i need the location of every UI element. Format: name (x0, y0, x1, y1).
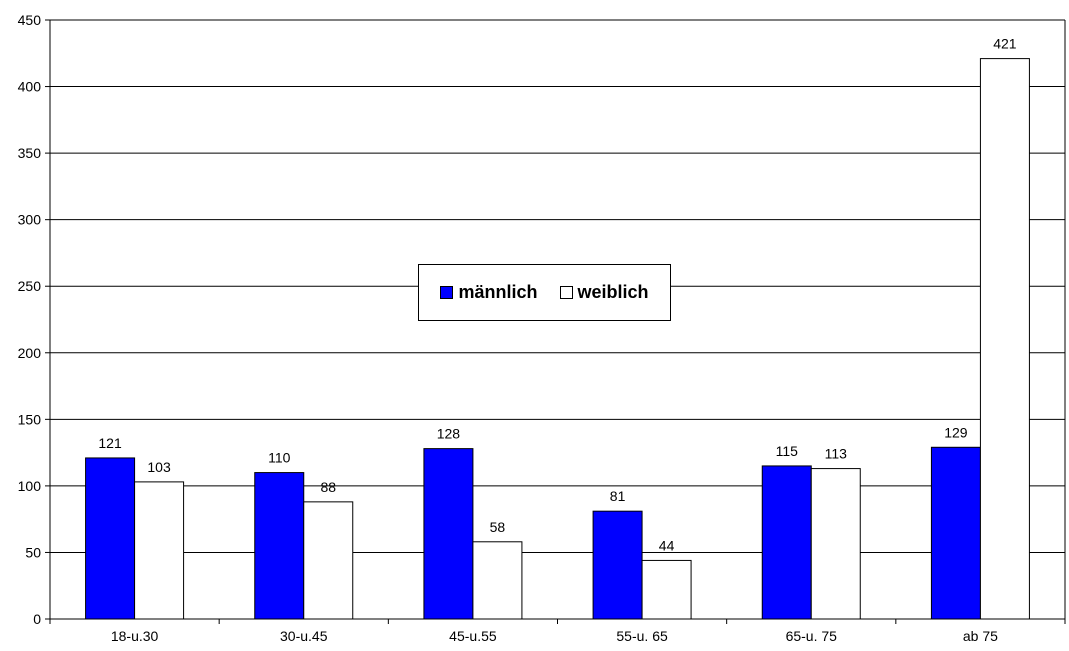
data-label: 81 (610, 488, 626, 504)
bar (641, 559, 692, 620)
data-label: 115 (776, 443, 799, 459)
bar (254, 472, 305, 620)
bar (979, 58, 1030, 620)
bar (472, 541, 523, 620)
x-tick-label: 45-u.55 (449, 628, 497, 644)
bar (930, 446, 981, 620)
legend-label-weiblich: weiblich (577, 282, 649, 302)
bar (134, 481, 185, 620)
data-labels: 121 103 110 88 128 58 81 44 115 113 129 421 (98, 36, 1016, 554)
x-tick-label: 18-u.30 (111, 628, 159, 644)
bars (85, 58, 1030, 620)
legend: männlich weiblich (418, 264, 671, 321)
legend-item-weiblich: weiblich (559, 282, 649, 303)
y-tick-label: 100 (18, 478, 42, 494)
data-label: 44 (659, 537, 675, 553)
data-label: 121 (98, 435, 122, 451)
y-tick-label: 250 (18, 278, 42, 294)
data-label: 128 (437, 426, 461, 442)
legend-swatch-weiblich (559, 286, 573, 299)
data-label: 421 (993, 36, 1017, 52)
x-axis-ticks: 18-u.30 30-u.45 45-u.55 55-u. 65 65-u. 75 ab … (49, 619, 1066, 644)
bar (761, 465, 812, 620)
data-label: 110 (268, 450, 291, 466)
bar (592, 510, 643, 620)
data-label: 103 (147, 459, 171, 475)
data-label: 88 (320, 479, 336, 495)
x-tick-label: 55-u. 65 (616, 628, 668, 644)
bar (85, 457, 136, 620)
y-tick-label: 0 (33, 611, 41, 627)
legend-label-maennlich: männlich (458, 282, 538, 302)
x-tick-label: ab 75 (963, 628, 998, 644)
data-label: 129 (944, 424, 968, 440)
y-tick-label: 450 (18, 12, 42, 28)
y-tick-label: 350 (18, 145, 42, 161)
y-axis-ticks: 0 50 100 150 200 250 300 350 400 450 (18, 12, 50, 627)
y-tick-label: 200 (18, 345, 42, 361)
bar (303, 501, 354, 620)
data-label: 58 (490, 519, 506, 535)
bar (423, 448, 474, 620)
x-tick-label: 65-u. 75 (786, 628, 838, 644)
bar (810, 468, 861, 620)
y-tick-label: 150 (18, 411, 42, 427)
legend-swatch-maennlich (440, 286, 454, 299)
y-tick-label: 400 (18, 79, 42, 95)
y-tick-label: 300 (18, 212, 42, 228)
data-label: 113 (825, 446, 848, 462)
legend-item-maennlich: männlich (440, 282, 538, 303)
y-tick-label: 50 (25, 544, 41, 560)
x-tick-label: 30-u.45 (280, 628, 328, 644)
